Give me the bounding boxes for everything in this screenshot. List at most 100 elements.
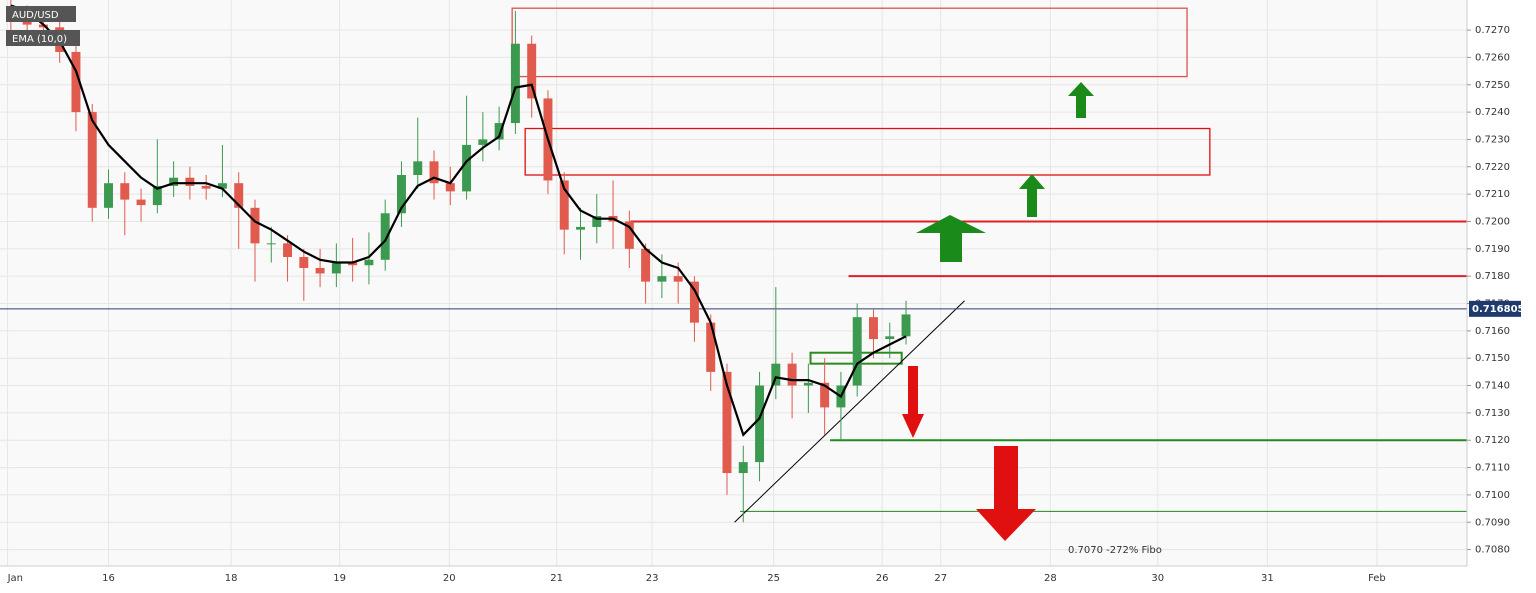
y-tick-label: 0.7230	[1475, 134, 1510, 145]
y-tick-label: 0.7160	[1475, 326, 1510, 337]
x-tick-label: 18	[225, 573, 238, 584]
candle-body	[136, 199, 146, 206]
y-tick-label: 0.7140	[1475, 381, 1510, 392]
candle-body	[120, 183, 130, 200]
candle-body	[250, 207, 260, 244]
y-tick-label: 0.7240	[1475, 107, 1510, 118]
candle-body	[201, 185, 211, 189]
y-tick-label: 0.7180	[1475, 271, 1510, 282]
candle-body	[266, 243, 276, 245]
candle-body	[71, 51, 81, 113]
candle-body	[820, 382, 830, 408]
candle-body	[478, 139, 488, 145]
candle-body	[169, 177, 179, 186]
trendline	[734, 300, 965, 523]
y-tick-label: 0.7120	[1475, 435, 1510, 446]
candle-body	[722, 371, 732, 474]
candle-body	[283, 243, 293, 258]
candle-body	[510, 43, 520, 124]
candle-body	[462, 144, 472, 192]
candle-body	[576, 226, 585, 230]
x-tick-label: 23	[646, 573, 659, 584]
x-tick-label: 26	[876, 573, 889, 584]
labels: 0.7080 0.7090 0.7100 0.7110 0.7120 0.7130 0.71…	[7, 25, 1525, 584]
x-tick-label: 21	[550, 573, 563, 584]
x-tick-label: 28	[1044, 573, 1057, 584]
arrows	[902, 82, 1094, 541]
candle-body	[787, 363, 797, 386]
zone-box	[511, 7, 1188, 78]
candle-body	[592, 216, 602, 227]
x-tick-label: 31	[1261, 573, 1274, 584]
x-tick-label: 27	[934, 573, 947, 584]
candle-body	[152, 185, 162, 206]
y-tick-label: 0.7190	[1475, 244, 1510, 255]
candles	[6, 0, 911, 523]
y-tick-label: 0.7090	[1475, 517, 1510, 528]
candle-body	[331, 262, 341, 274]
x-tick-label: 20	[443, 573, 456, 584]
candle-body	[706, 322, 716, 372]
y-tick-label: 0.7150	[1475, 353, 1510, 364]
candle-body	[641, 248, 651, 282]
y-tick-label: 0.7080	[1475, 545, 1510, 556]
candle-body	[445, 183, 455, 192]
candle-body	[380, 213, 390, 260]
x-tick-label: Feb	[1368, 573, 1386, 584]
up-arrow	[1068, 82, 1094, 118]
candle-body	[901, 314, 911, 337]
candle-body	[299, 257, 309, 268]
y-tick-label: 0.7110	[1475, 463, 1510, 474]
y-tick-label: 0.7270	[1475, 25, 1510, 36]
zone-box	[524, 127, 1211, 176]
x-tick-label: 16	[102, 573, 115, 584]
candle-body	[348, 262, 358, 266]
x-tick-label: 19	[333, 573, 346, 584]
y-tick-label: 0.7220	[1475, 162, 1510, 173]
candle-body	[738, 462, 748, 474]
y-tick-label: 0.7260	[1475, 52, 1510, 63]
candle-body	[315, 267, 325, 274]
x-tick-label: 30	[1151, 573, 1164, 584]
candle-body	[624, 221, 634, 249]
legend-tag	[6, 6, 76, 22]
candle-body	[657, 276, 667, 282]
candle-body	[868, 317, 878, 340]
candle-body	[689, 281, 699, 323]
candle-body	[559, 180, 569, 230]
legend-symbol: AUD/USD	[12, 10, 59, 21]
down-arrow	[976, 446, 1036, 541]
candle-body	[429, 161, 439, 184]
x-tick-label: Jan	[7, 573, 23, 584]
legend-tag	[6, 30, 80, 46]
y-tick-label: 0.7100	[1475, 490, 1510, 501]
candle-body	[527, 43, 537, 99]
candle-body	[673, 276, 683, 282]
candle-body	[87, 112, 97, 208]
candle-body	[885, 336, 895, 340]
candle-body	[234, 183, 244, 208]
y-tick-label: 0.7210	[1475, 189, 1510, 200]
candle-body	[364, 259, 374, 266]
candle-body	[217, 183, 227, 189]
down-arrow	[902, 366, 924, 438]
ema-line	[10, 4, 907, 437]
candle-body	[852, 317, 862, 386]
candle-body	[803, 382, 813, 386]
candle-body	[185, 177, 195, 186]
plot-area	[0, 0, 1467, 566]
candle-body	[755, 385, 765, 463]
price-tag-label: 0.716805	[1472, 304, 1525, 315]
y-tick-label: 0.7200	[1475, 216, 1510, 227]
up-arrow	[916, 215, 986, 262]
legend-ema: EMA (10,0)	[12, 34, 67, 45]
y-tick-label: 0.7130	[1475, 408, 1510, 419]
y-tick-label: 0.7250	[1475, 80, 1510, 91]
candle-body	[494, 123, 504, 140]
up-arrow	[1019, 174, 1045, 217]
x-tick-label: 25	[767, 573, 780, 584]
candle-body	[413, 161, 423, 175]
candle-body	[771, 363, 781, 386]
annotation: 0.7070 -272% Fibo	[1068, 545, 1162, 556]
